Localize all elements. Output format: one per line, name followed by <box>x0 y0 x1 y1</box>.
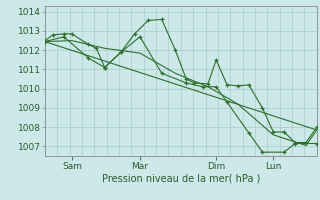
X-axis label: Pression niveau de la mer( hPa ): Pression niveau de la mer( hPa ) <box>102 173 260 183</box>
